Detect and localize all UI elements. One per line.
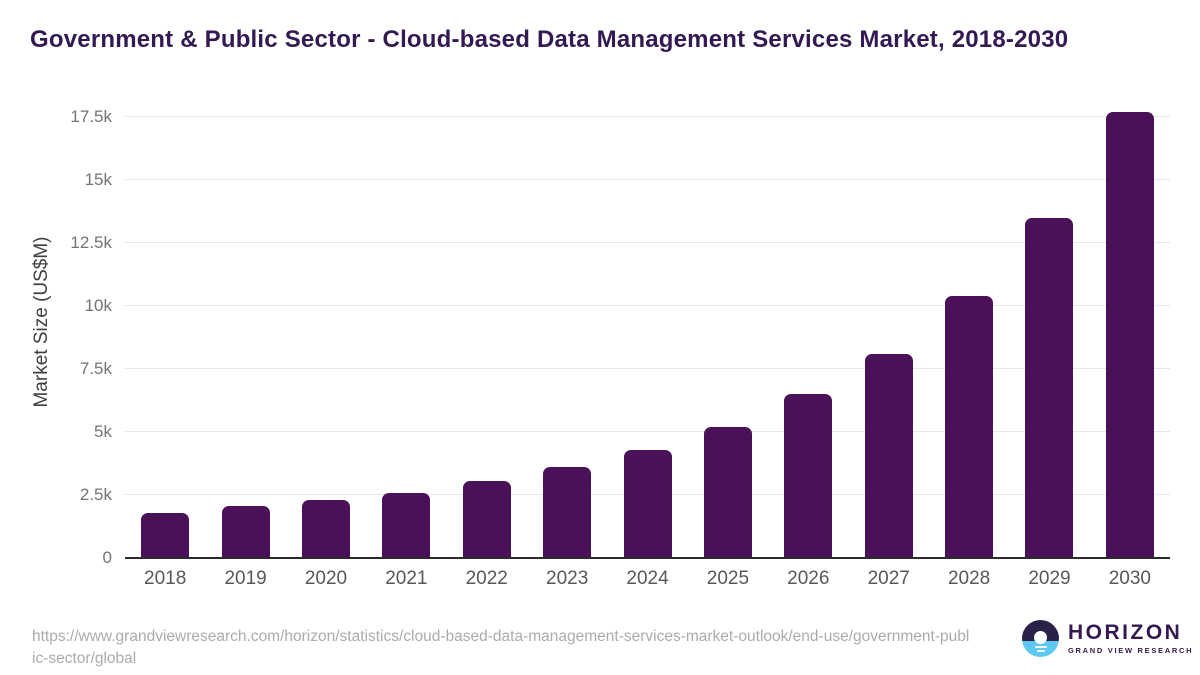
bar-slot (607, 95, 687, 558)
bar-slot (768, 95, 848, 558)
y-tick-label: 0 (102, 548, 112, 567)
bar-2020[interactable] (301, 500, 350, 558)
chart-title: Government & Public Sector - Cloud-based… (30, 26, 1069, 53)
logo-sun-shape (1034, 631, 1047, 644)
bar-slot (1090, 95, 1170, 558)
bar-slot (527, 95, 607, 558)
x-axis-label-2019: 2019 (224, 568, 267, 589)
y-tick-label: 12.5k (70, 233, 112, 252)
y-axis-tick-labels: 0 2.5k 5k 7.5k 10k 12.5k 15k 17.5k (0, 95, 112, 567)
y-tick-label: 5k (94, 422, 112, 441)
x-axis-line (125, 557, 1170, 559)
x-axis-label-2025: 2025 (706, 568, 750, 589)
y-tick-label: 7.5k (79, 359, 112, 378)
gridline (125, 242, 1170, 243)
bar-slot (849, 95, 929, 558)
logo-text: HORIZON GRAND VIEW RESEARCH (1068, 622, 1193, 655)
bar-slot (286, 95, 366, 558)
bar-2019[interactable] (221, 506, 270, 558)
x-axis-labels: 2018 2019 2020 2021 2022 2023 2024 2025 2026 2027… (125, 568, 1170, 590)
bar-slot (929, 95, 1009, 558)
y-tick-label: 2.5k (79, 485, 112, 504)
x-axis-label-2024: 2024 (626, 568, 669, 589)
bar-slot (688, 95, 768, 558)
bar-2024[interactable] (623, 449, 672, 558)
x-axis-label-2030: 2030 (1108, 568, 1152, 589)
source-url: https://www.grandviewresearch.com/horizo… (32, 628, 970, 667)
horizon-logo-icon (1022, 620, 1059, 657)
bar-2021[interactable] (382, 492, 431, 558)
bar-slot (205, 95, 285, 558)
logo-wave-line (1034, 646, 1047, 648)
logo-subtitle: GRAND VIEW RESEARCH (1068, 646, 1194, 655)
gridline (125, 179, 1170, 180)
gridline (125, 431, 1170, 432)
bar-2029[interactable] (1025, 217, 1074, 558)
bar-series (125, 95, 1170, 558)
bar-slot (366, 95, 446, 558)
y-tick-label: 10k (84, 296, 112, 315)
plot-area (125, 95, 1170, 559)
bar-slot (125, 95, 205, 558)
x-axis-label-2028: 2028 (947, 568, 991, 589)
x-axis-label-2029: 2029 (1028, 568, 1071, 589)
bar-2027[interactable] (864, 353, 913, 558)
x-axis-label-2020: 2020 (304, 568, 348, 589)
bar-2018[interactable] (141, 512, 190, 558)
x-axis-label-2026: 2026 (787, 568, 830, 589)
y-tick-label: 17.5k (70, 107, 112, 126)
logo-title: HORIZON (1068, 621, 1183, 644)
bar-slot (1009, 95, 1089, 558)
x-axis-label-2018: 2018 (144, 568, 187, 589)
y-tick-label: 15k (84, 170, 112, 189)
bar-slot (447, 95, 527, 558)
bar-2025[interactable] (703, 427, 752, 558)
bar-2022[interactable] (462, 481, 511, 558)
x-axis-label-2022: 2022 (465, 568, 508, 589)
bar-2026[interactable] (784, 394, 833, 558)
x-axis-label-2023: 2023 (546, 568, 589, 589)
horizon-logo: HORIZON GRAND VIEW RESEARCH (1022, 620, 1193, 657)
bar-2023[interactable] (543, 467, 592, 558)
logo-wave-line (1036, 650, 1045, 652)
x-axis-label-2027: 2027 (867, 568, 910, 589)
gridline (125, 116, 1170, 117)
bar-2030[interactable] (1105, 112, 1154, 558)
gridline (125, 305, 1170, 306)
bar-2028[interactable] (945, 295, 994, 558)
x-axis-label-2021: 2021 (385, 568, 428, 589)
gridline (125, 368, 1170, 369)
